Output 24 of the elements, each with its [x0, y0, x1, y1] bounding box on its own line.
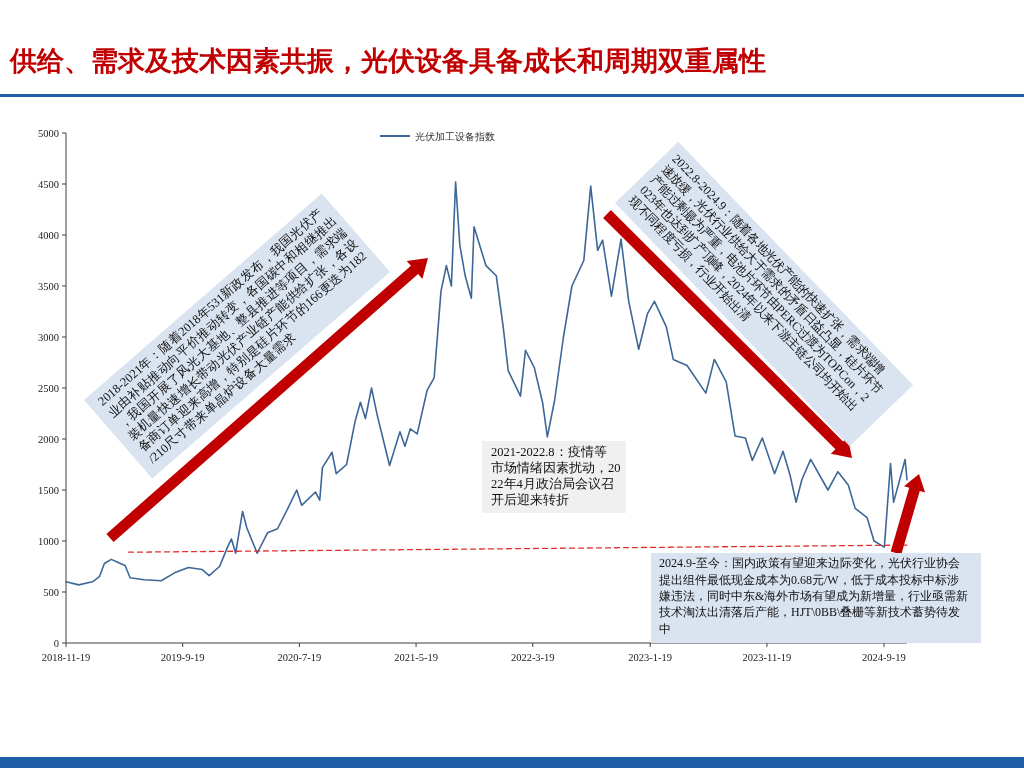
legend-label: 光伏加工设备指数	[415, 130, 495, 142]
y-tick-label: 1500	[38, 484, 59, 496]
x-tick-label: 2020-7-19	[277, 652, 322, 663]
y-tick-label: 0	[53, 637, 59, 649]
x-tick-label: 2023-1-19	[628, 652, 673, 663]
y-tick-label: 4500	[38, 178, 59, 190]
x-tick-label: 2019-9-19	[160, 652, 205, 663]
y-tick-label: 3500	[38, 280, 59, 292]
annotation: 2021-2022.8：疫情等市场情绪因素扰动，2022年4月政治局会议召开后迎来转折	[491, 444, 621, 507]
x-tick-label: 2021-5-19	[394, 652, 438, 663]
x-tick-label: 2023-11-19	[742, 652, 792, 663]
chart-title: 供给、需求及技术因素共振，光伏设备具备成长和周期双重属性	[9, 46, 766, 76]
y-tick-label: 500	[43, 586, 59, 598]
y-tick-label: 5000	[38, 127, 59, 139]
x-tick-label: 2024-9-19	[862, 652, 906, 663]
legend: 光伏加工设备指数	[379, 131, 495, 142]
y-tick-label: 3000	[38, 331, 59, 343]
y-tick-label: 1000	[38, 535, 59, 547]
y-tick-label: 2000	[38, 433, 59, 445]
x-tick-label: 2022-3-19	[510, 652, 555, 663]
annotation: 2024.9-至今：国内政策有望迎来边际变化，光伏行业协会提出组件最低现金成本为0.68元/W，低于成本投标中标涉嫌违法，同时中东&海外市场有望成为新增量，行业亟需新技术淘汰出清落后产能，HJT\0BB\叠栅等新技术蓄势待发中	[658, 556, 969, 636]
x-tick-label: 2018-11-19	[41, 652, 91, 663]
y-tick-label: 2500	[38, 382, 59, 394]
y-tick-label: 4000	[38, 229, 59, 241]
